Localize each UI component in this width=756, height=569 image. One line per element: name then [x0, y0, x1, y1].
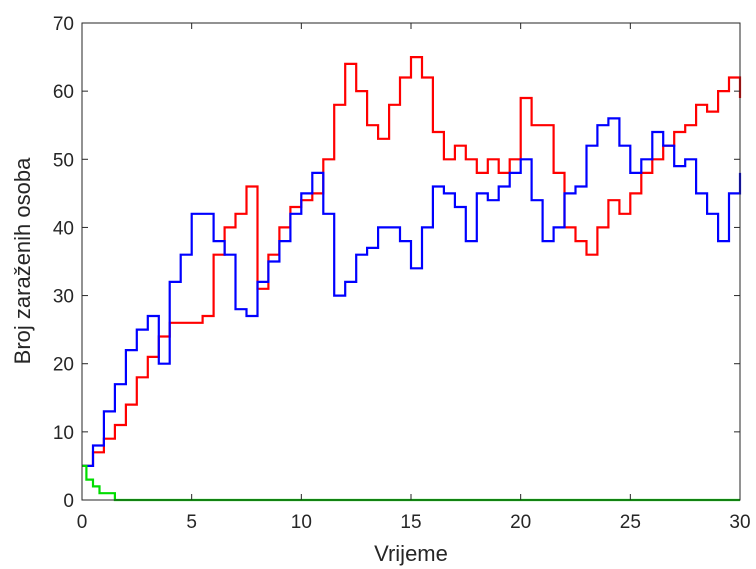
x-tick-label: 25 — [620, 512, 641, 533]
series-layer — [82, 56, 742, 502]
x-tick-label: 15 — [400, 512, 421, 533]
tick-labels-layer: 0 5 10 15 20 25 30 0 10 20 30 40 50 60 70 — [53, 14, 751, 533]
x-tick-label: 0 — [77, 512, 88, 533]
x-tick-label: 10 — [291, 512, 312, 533]
series-line-2 — [82, 117, 742, 467]
y-axis-title: Broj zaraženih osoba — [10, 157, 35, 364]
y-tick-label: 40 — [53, 218, 74, 239]
x-axis-title: Vrijeme — [374, 541, 448, 566]
y-tick-label: 0 — [63, 491, 74, 512]
series-line-1 — [82, 56, 742, 467]
y-tick-label: 60 — [53, 82, 74, 103]
y-tick-label: 70 — [53, 14, 74, 35]
x-tick-label: 20 — [510, 512, 531, 533]
x-tick-label: 5 — [186, 512, 197, 533]
x-tick-label: 30 — [729, 512, 750, 533]
y-tick-label: 20 — [53, 355, 74, 376]
y-tick-label: 30 — [53, 287, 74, 308]
series-line-3 — [82, 464, 740, 502]
y-tick-label: 10 — [53, 423, 74, 444]
ticks-layer — [81, 22, 741, 501]
y-tick-label: 50 — [53, 150, 74, 171]
